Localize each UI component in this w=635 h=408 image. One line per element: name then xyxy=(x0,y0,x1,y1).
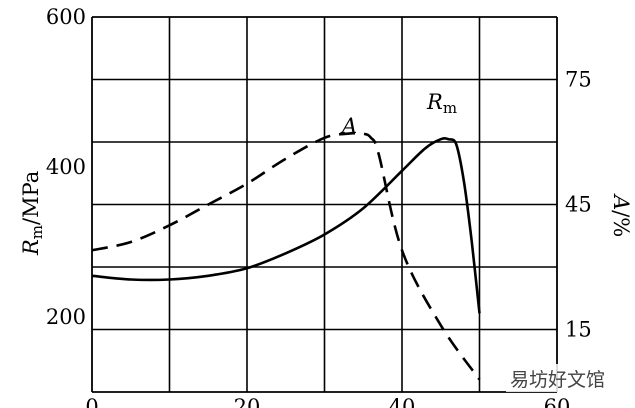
x-tick-label: 0 xyxy=(85,395,98,408)
series-line-rm xyxy=(91,137,481,314)
left-axis-label: Rm/MPa xyxy=(19,171,46,256)
x-tick-label: 40 xyxy=(389,395,416,408)
left-tick-label: 200 xyxy=(46,305,86,329)
right-tick-label: 15 xyxy=(565,318,592,342)
axes xyxy=(91,16,558,393)
right-axis-label: A/% xyxy=(609,193,633,237)
x-tick-label: 60 xyxy=(544,395,571,408)
left-tick-label: 400 xyxy=(46,155,86,179)
series-label-rm: Rm xyxy=(426,90,457,117)
left-tick-label: 600 xyxy=(46,5,86,29)
watermark-text: 易坊好文馆 xyxy=(509,368,605,391)
grid xyxy=(92,17,557,392)
right-tick-label: 45 xyxy=(565,193,592,217)
x-tick-label: 20 xyxy=(234,395,261,408)
watermark: 易坊好文馆 xyxy=(505,364,609,392)
series-label-a: A xyxy=(340,114,357,138)
series-line-a xyxy=(91,131,481,381)
series-layer xyxy=(91,131,481,381)
right-tick-label: 75 xyxy=(565,68,592,92)
tick-labels: 200 400 600 15 45 75 0 20 40 60 xyxy=(46,5,592,408)
